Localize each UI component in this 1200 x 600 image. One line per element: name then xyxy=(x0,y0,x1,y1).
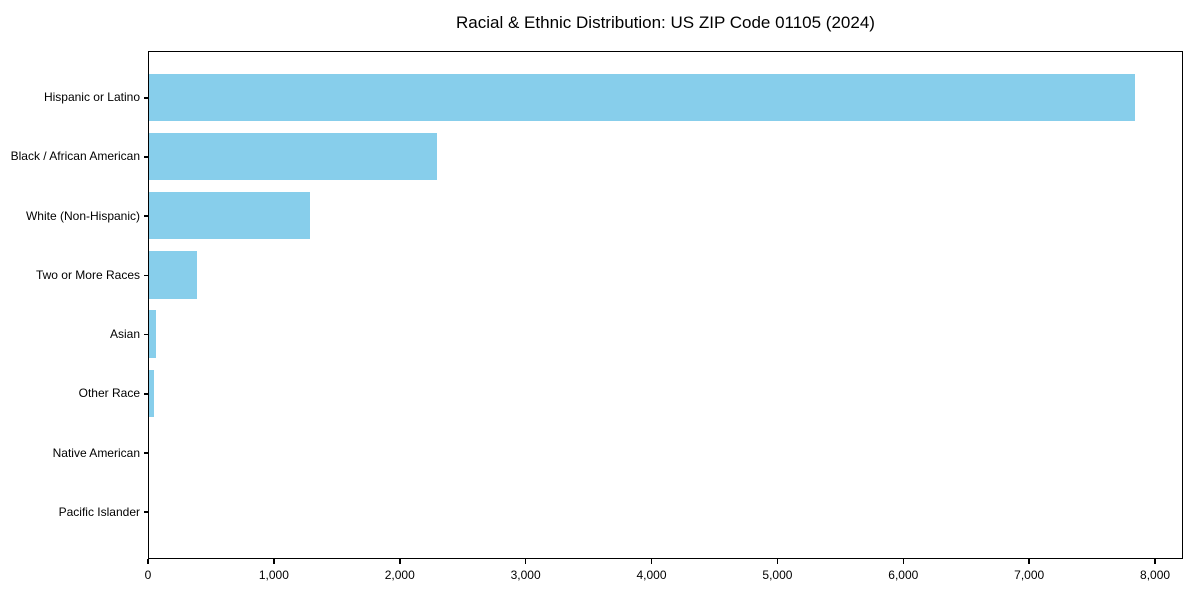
y-tick-mark xyxy=(143,215,148,217)
y-tick-label-white-non-hispanic: White (Non-Hispanic) xyxy=(25,208,140,223)
x-tick-mark xyxy=(399,559,401,564)
y-tick-mark xyxy=(143,393,148,395)
x-tick-label: 3,000 xyxy=(510,568,541,582)
y-tick-label-pacific-islander: Pacific Islander xyxy=(58,504,140,519)
x-tick-mark xyxy=(776,559,779,564)
y-tick-label-two-or-more-races: Two or More Races xyxy=(35,267,140,282)
y-tick-mark xyxy=(143,274,148,277)
y-tick-label-native-american: Native American xyxy=(52,445,140,460)
bar-two-or-more-races xyxy=(149,251,197,299)
y-tick-mark xyxy=(143,511,148,513)
y-tick-mark xyxy=(143,156,148,158)
x-tick-mark xyxy=(524,559,527,564)
chart-title: Racial & Ethnic Distribution: US ZIP Cod… xyxy=(456,13,875,32)
x-tick-label: 8,000 xyxy=(1140,568,1171,582)
bar-other-race xyxy=(149,369,155,417)
x-tick-label: 6,000 xyxy=(888,568,919,582)
x-tick-mark xyxy=(902,559,905,564)
x-tick-label: 2,000 xyxy=(384,568,415,582)
x-tick-mark xyxy=(147,559,149,564)
y-tick-mark xyxy=(143,97,148,99)
x-tick-label: 1,000 xyxy=(258,568,289,582)
x-tick-label: 7,000 xyxy=(1014,568,1045,582)
y-tick-label-other-race: Other Race xyxy=(78,386,140,401)
x-tick-label: 0 xyxy=(144,568,152,582)
y-tick-label-hispanic-or-latino: Hispanic or Latino xyxy=(43,90,140,105)
plot-area xyxy=(148,51,1183,559)
x-tick-mark xyxy=(650,559,653,564)
y-tick-label-asian: Asian xyxy=(109,327,140,342)
y-tick-label-black-african-american: Black / African American xyxy=(10,149,140,164)
x-tick-label: 4,000 xyxy=(636,568,667,582)
y-tick-mark xyxy=(143,333,148,336)
x-tick-label: 5,000 xyxy=(762,568,793,582)
x-tick-mark xyxy=(1028,559,1030,564)
bar-white-non-hispanic xyxy=(149,192,311,240)
bar-asian xyxy=(149,310,156,358)
y-tick-mark xyxy=(143,452,148,454)
x-tick-mark xyxy=(1154,559,1156,564)
bar-hispanic-or-latino xyxy=(149,73,1135,121)
bar-black-african-american xyxy=(149,132,438,181)
x-tick-mark xyxy=(273,559,275,564)
